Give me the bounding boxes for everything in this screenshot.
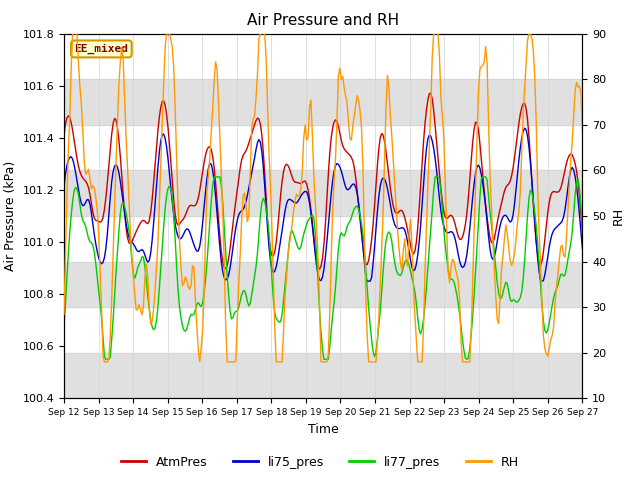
Bar: [64, 79, 582, 125]
X-axis label: Time: Time: [308, 423, 339, 436]
Y-axis label: RH: RH: [612, 207, 625, 225]
Bar: [64, 262, 582, 307]
Bar: [64, 170, 582, 216]
Title: Air Pressure and RH: Air Pressure and RH: [247, 13, 399, 28]
Bar: [64, 353, 582, 398]
Legend: AtmPres, li75_pres, li77_pres, RH: AtmPres, li75_pres, li77_pres, RH: [116, 451, 524, 474]
Y-axis label: Air Pressure (kPa): Air Pressure (kPa): [4, 161, 17, 271]
Text: EE_mixed: EE_mixed: [74, 44, 129, 54]
